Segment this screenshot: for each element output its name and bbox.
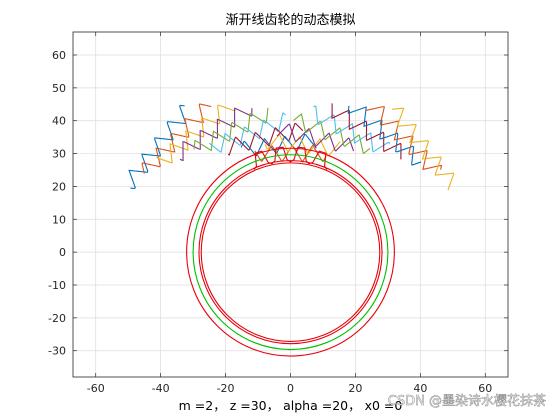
rack-profile-line	[293, 113, 371, 155]
gear-circle-base	[198, 160, 383, 345]
rack-profile-line	[179, 107, 253, 162]
rack-profile-line	[365, 106, 443, 171]
x-tick-label: -20	[217, 382, 235, 395]
y-tick-label: 60	[52, 49, 66, 62]
rack-profile-line	[193, 107, 269, 152]
x-tick-label: 40	[413, 382, 427, 395]
y-tick-label: 10	[52, 213, 66, 226]
y-tick-label: 20	[52, 180, 66, 193]
rack-profile-line	[391, 107, 455, 191]
gear-circle-addendum	[186, 147, 395, 357]
rack-profile-line	[208, 112, 286, 153]
watermark: CSDN @墨染诗水樱花抹茶	[388, 393, 546, 409]
x-tick-label: 0	[287, 382, 294, 395]
x-tick-label: -40	[152, 382, 170, 395]
rack-profile-line	[128, 104, 187, 190]
rack-profile-line	[347, 105, 422, 166]
y-tick-label: 30	[52, 148, 66, 161]
gear-teeth-profile	[253, 146, 328, 170]
gear-circle-pitch	[192, 154, 389, 351]
x-axis-label: m =2， z =30， alpha =20， x0 =0	[179, 398, 403, 413]
y-tick-label: -20	[48, 312, 66, 325]
gear-circles	[186, 147, 395, 357]
y-tick-label: -30	[48, 345, 66, 358]
y-tick-label: 50	[52, 82, 66, 95]
rack-profile-line	[227, 122, 304, 156]
y-tick-label: 40	[52, 115, 66, 128]
rack-profile-line	[264, 133, 341, 157]
rack-profile-line	[331, 103, 402, 160]
rack-profile-line	[156, 104, 236, 164]
rack-profiles	[128, 103, 455, 191]
x-tick-label: -60	[87, 382, 105, 395]
rack-profile-line	[276, 123, 355, 152]
y-tick-label: -10	[48, 279, 66, 292]
grid-lines	[73, 32, 508, 377]
rack-profile-line	[313, 105, 390, 153]
axis-ticks: -60 -40 -20 0 20 40 60 -30 -20 -10 0 10 20 30 40 50 60	[48, 32, 508, 395]
x-tick-label: 60	[478, 382, 492, 395]
y-tick-label: 0	[59, 246, 66, 259]
gear-circle-dedendum	[200, 162, 381, 342]
x-tick-label: 20	[348, 382, 362, 395]
chart-title: 渐开线齿轮的动态模拟	[225, 12, 355, 28]
gear-profile	[253, 146, 328, 170]
rack-profile-line	[141, 103, 212, 174]
